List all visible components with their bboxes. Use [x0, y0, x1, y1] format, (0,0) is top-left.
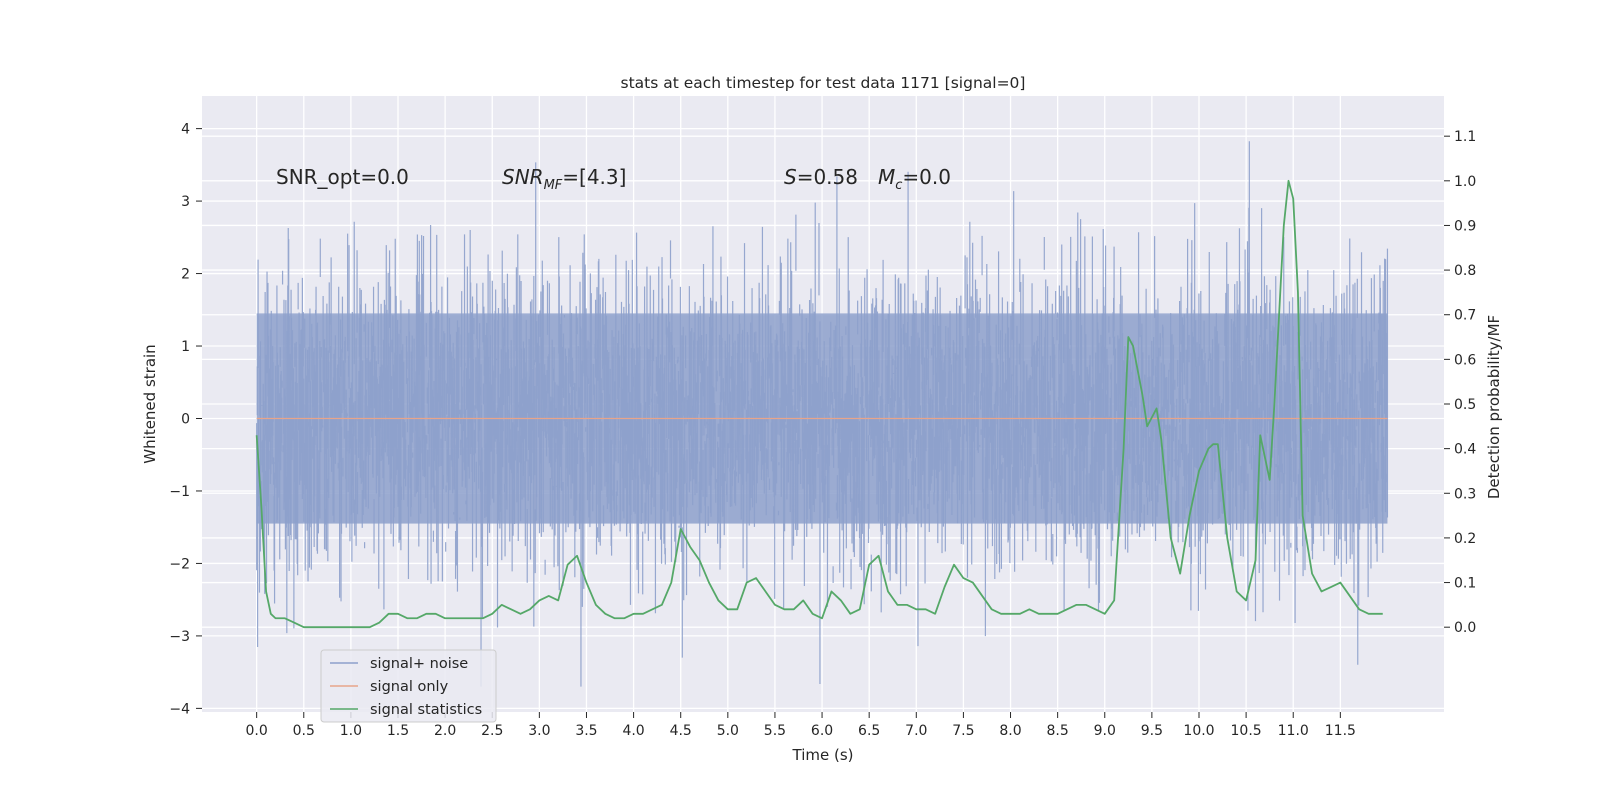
annotation-s: S=0.58	[784, 165, 858, 189]
x-axis-ticks: 0.0 0.5 1.0 1.5 2.0 2.5 3.0 3.5 4.0 4.5 5.0 5.5 6.0 6…	[246, 712, 1356, 739]
right-tick-label: 0.6	[1454, 352, 1476, 368]
x-tick-label: 4.5	[670, 723, 692, 739]
x-tick-label: 9.5	[1141, 723, 1163, 739]
x-tick-label: 2.0	[434, 723, 456, 739]
snr-mf-main: SNR	[502, 165, 544, 189]
mc-value: =0.0	[902, 165, 951, 189]
right-tick-label: 0.2	[1454, 531, 1476, 547]
annotation-snr-opt: SNR_opt=0.0	[276, 165, 409, 189]
x-tick-label: 5.0	[717, 723, 739, 739]
left-tick-label: 3	[181, 194, 190, 210]
left-tick-label: 4	[181, 122, 190, 138]
annotation-snr-mf: SNRMF=[4.3]	[502, 165, 626, 193]
x-tick-label: 11.0	[1278, 723, 1309, 739]
left-tick-label: 2	[181, 267, 190, 283]
x-tick-label: 1.0	[340, 723, 362, 739]
right-tick-label: 1.1	[1454, 129, 1476, 145]
legend-label-stats: signal statistics	[370, 702, 482, 718]
x-tick-label: 8.0	[999, 723, 1021, 739]
snr-mf-value: =[4.3]	[562, 165, 626, 189]
noise-trace	[256, 141, 1389, 687]
x-tick-label: 3.0	[528, 723, 550, 739]
left-axis-ticks: 4 3 2 1 0 −1 −2 −3 −4	[169, 122, 202, 717]
x-tick-label: 6.5	[858, 723, 880, 739]
x-tick-label: 7.5	[952, 723, 974, 739]
annotation-mc: Mc=0.0	[878, 165, 951, 193]
left-tick-label: −3	[169, 629, 190, 645]
right-axis-ticks: 1.1 1.0 0.9 0.8 0.7 0.6 0.5 0.4 0.3 0.2 0.1 0.0	[1444, 129, 1476, 636]
right-tick-label: 0.7	[1454, 308, 1476, 324]
snr-mf-sub: MF	[544, 178, 563, 193]
right-tick-label: 0.8	[1454, 263, 1476, 279]
left-tick-label: 0	[181, 411, 190, 427]
right-tick-label: 0.0	[1454, 620, 1476, 636]
right-tick-label: 0.9	[1454, 218, 1476, 234]
chart-title: stats at each timestep for test data 117…	[621, 74, 1026, 92]
legend-label-signal: signal only	[370, 679, 449, 695]
left-tick-label: −1	[169, 484, 190, 500]
x-tick-label: 0.5	[293, 723, 315, 739]
x-tick-label: 10.0	[1183, 723, 1214, 739]
signal-statistics-line	[255, 179, 1383, 629]
x-axis-label: Time (s)	[792, 746, 854, 764]
s-value: =0.58	[797, 165, 858, 189]
x-tick-label: 1.5	[387, 723, 409, 739]
x-tick-label: 5.5	[764, 723, 786, 739]
legend: signal+ noise signal only signal statist…	[320, 649, 497, 723]
left-tick-label: −4	[169, 701, 190, 717]
left-tick-label: 1	[181, 339, 190, 355]
x-tick-label: 3.5	[575, 723, 597, 739]
x-tick-label: 10.5	[1231, 723, 1262, 739]
right-tick-label: 0.5	[1454, 397, 1476, 413]
right-tick-label: 0.3	[1454, 486, 1476, 502]
right-tick-label: 0.4	[1454, 442, 1476, 458]
x-tick-label: 9.0	[1094, 723, 1116, 739]
mc-main: M	[878, 165, 895, 189]
x-tick-label: 6.0	[811, 723, 833, 739]
x-tick-label: 0.0	[246, 723, 268, 739]
s-main: S	[784, 165, 797, 189]
series-signal-statistics	[255, 179, 1383, 629]
left-tick-label: −2	[169, 556, 190, 572]
x-tick-label: 2.5	[481, 723, 503, 739]
legend-label-noise: signal+ noise	[370, 656, 468, 672]
right-tick-label: 0.1	[1454, 576, 1476, 592]
mc-sub: c	[895, 178, 902, 193]
x-tick-label: 7.0	[905, 723, 927, 739]
right-tick-label: 1.0	[1454, 174, 1476, 190]
left-axis-label: Whitened strain	[141, 344, 159, 463]
right-axis-label: Detection probability/MF	[1485, 315, 1503, 499]
legend-box	[320, 649, 497, 723]
x-tick-label: 11.5	[1325, 723, 1356, 739]
x-tick-label: 8.5	[1047, 723, 1069, 739]
x-tick-label: 4.0	[622, 723, 644, 739]
